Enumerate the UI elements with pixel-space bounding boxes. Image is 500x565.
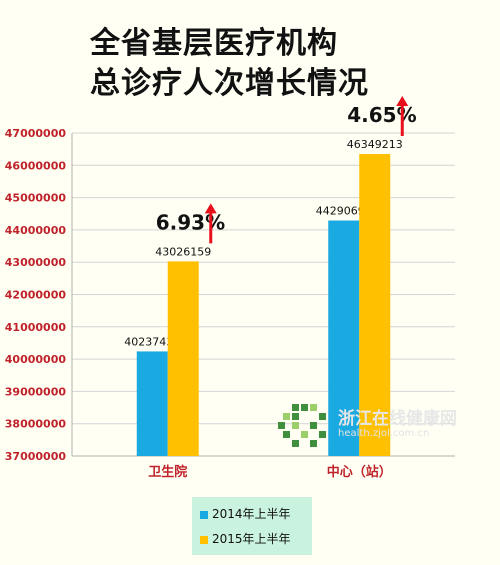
legend-label-2014: 2014年上半年 bbox=[212, 507, 291, 521]
data-label: 43026159 bbox=[155, 245, 211, 258]
y-tick-label: 46000000 bbox=[5, 159, 67, 172]
data-label: 40237439 bbox=[124, 335, 180, 348]
watermark-url: health.zjol.com.cn bbox=[338, 428, 430, 439]
y-tick-label: 43000000 bbox=[5, 256, 67, 269]
data-label: 46349213 bbox=[347, 138, 403, 151]
y-tick-label: 44000000 bbox=[5, 224, 67, 237]
y-tick-label: 45000000 bbox=[5, 192, 67, 205]
chart-title-line-2: 总诊疗人次增长情况 bbox=[90, 66, 369, 101]
legend-swatch-2015 bbox=[200, 535, 208, 544]
growth-arrow-icon bbox=[204, 203, 217, 214]
chart-title-line-1: 全省基层医疗机构 bbox=[90, 26, 338, 61]
growth-label: 6.93% bbox=[156, 210, 225, 234]
y-tick-label: 38000000 bbox=[5, 418, 67, 431]
legend-item-2014: 2014年上半年 bbox=[200, 505, 291, 522]
bar-1-0 bbox=[167, 261, 199, 456]
y-tick-label: 41000000 bbox=[5, 321, 67, 334]
x-tick-label: 中心（站） bbox=[327, 464, 392, 480]
legend-swatch-2014 bbox=[200, 510, 208, 519]
bar-1-1 bbox=[359, 154, 391, 456]
watermark-logo-icon bbox=[278, 404, 326, 447]
y-tick-label: 42000000 bbox=[5, 289, 67, 302]
bar-0-1 bbox=[328, 220, 360, 456]
data-label: 44290691 bbox=[316, 205, 372, 218]
y-tick-label: 47000000 bbox=[5, 127, 67, 140]
growth-label: 4.65% bbox=[347, 103, 416, 127]
watermark: 浙江在线健康网 health.zjol.com.cn bbox=[278, 400, 488, 448]
y-tick-label: 37000000 bbox=[5, 450, 67, 463]
bar-0-0 bbox=[136, 351, 168, 456]
legend-item-2015: 2015年上半年 bbox=[200, 530, 291, 547]
y-tick-label: 39000000 bbox=[5, 385, 67, 398]
growth-arrow-icon bbox=[396, 96, 409, 107]
legend: 2014年上半年 2015年上半年 bbox=[192, 497, 312, 555]
y-tick-label: 40000000 bbox=[5, 353, 67, 366]
legend-label-2015: 2015年上半年 bbox=[212, 532, 291, 546]
x-tick-label: 卫生院 bbox=[148, 464, 187, 480]
watermark-text: 浙江在线健康网 bbox=[338, 409, 457, 429]
